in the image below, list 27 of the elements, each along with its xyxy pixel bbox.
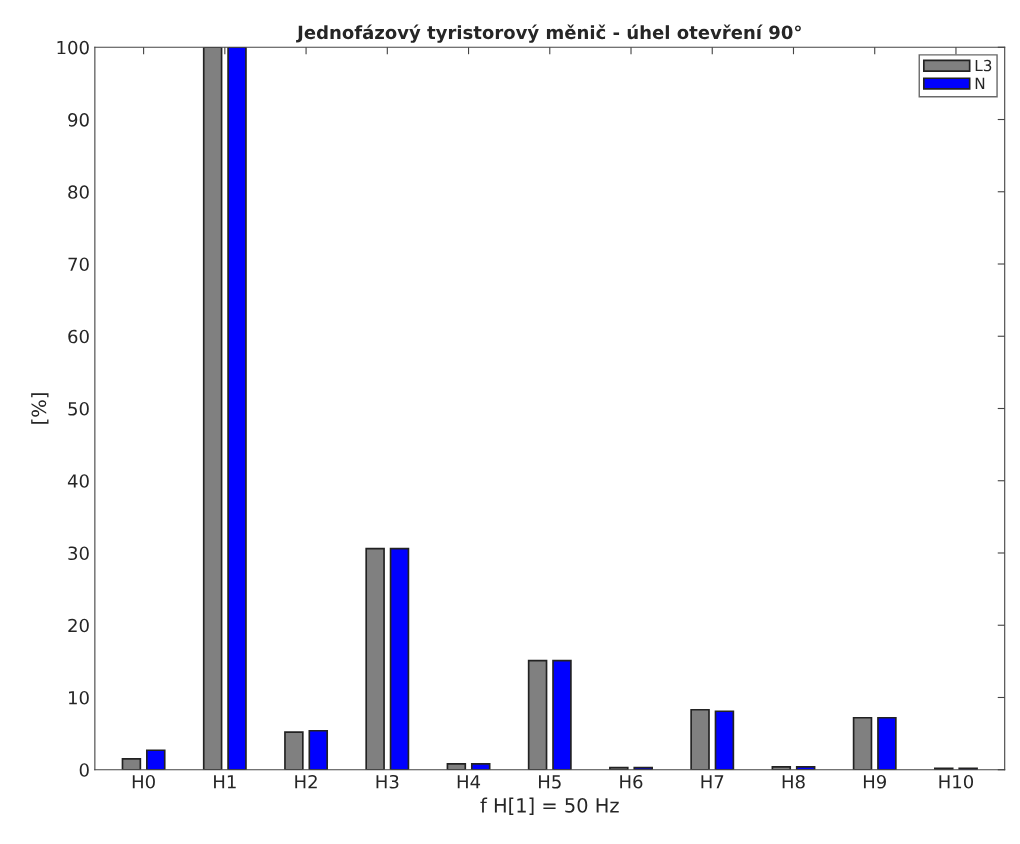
- y-tick-label: 60: [68, 329, 89, 344]
- legend-label: L3: [975, 59, 992, 72]
- legend-label: N: [975, 77, 985, 89]
- x-tick-label: H6: [620, 774, 643, 789]
- x-tick-label: H5: [539, 775, 561, 789]
- x-tick-label: H7: [701, 775, 724, 789]
- y-tick-label: 0: [79, 763, 89, 777]
- x-tick-label: H10: [939, 774, 974, 789]
- y-tick-label: 30: [68, 546, 89, 561]
- y-tick-label: 90: [68, 112, 89, 127]
- x-tick-label: H4: [457, 775, 481, 789]
- y-axis-title: [%]: [31, 393, 49, 424]
- y-tick-label: 80: [68, 185, 89, 199]
- y-tick-label: 100: [57, 40, 89, 55]
- x-tick-label: H2: [295, 774, 317, 789]
- y-tick-label: 40: [67, 474, 89, 488]
- x-axis-title: f H[1] = 50 Hz: [480, 797, 619, 815]
- x-tick-label: H9: [863, 774, 886, 789]
- x-tick-label: H8: [782, 774, 805, 789]
- chart-title: Jednofázový tyristorový měnič - úhel otevření 90°: [296, 24, 801, 43]
- y-tick-label: 20: [68, 618, 89, 633]
- x-tick-label: H3: [376, 774, 399, 789]
- x-tick-label: H0: [132, 774, 155, 789]
- x-tick-label: H1: [214, 775, 236, 789]
- y-tick-label: 70: [68, 257, 89, 272]
- y-tick-label: 50: [68, 401, 89, 416]
- y-tick-label: 10: [69, 690, 89, 705]
